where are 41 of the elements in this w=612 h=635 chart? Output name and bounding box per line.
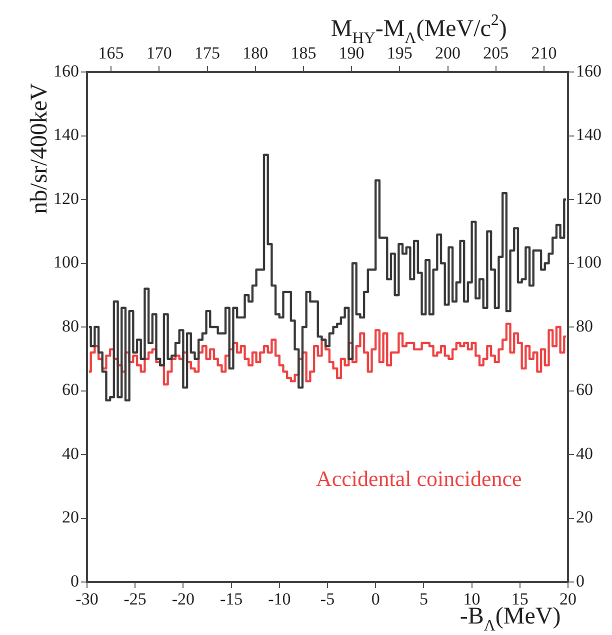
y2-tick-label: 80 xyxy=(576,316,593,336)
x2-tick-label: 190 xyxy=(338,43,364,62)
x-tick-label: 5 xyxy=(419,590,428,609)
x2-tick-label: 205 xyxy=(483,43,509,62)
y2-tick-label: 100 xyxy=(576,252,602,272)
y2-tick-label: 0 xyxy=(576,571,584,590)
x2-tick-label: 200 xyxy=(435,43,460,62)
x-tick-label: -30 xyxy=(76,590,98,609)
y-tick-label: 140 xyxy=(54,125,79,144)
x2-tick-label: 165 xyxy=(98,43,124,62)
y2-tick-label: 140 xyxy=(576,125,602,144)
x2-tick-label: 175 xyxy=(194,43,220,62)
y2-tick-label: 120 xyxy=(576,188,602,208)
y2-tick-label: 20 xyxy=(576,508,593,527)
y-tick-label: 20 xyxy=(62,508,79,527)
y2-tick-label: 160 xyxy=(576,61,602,80)
x2-tick-label: 195 xyxy=(386,43,412,62)
x-tick-label: 20 xyxy=(560,590,576,609)
y-tick-label: 80 xyxy=(62,316,79,336)
x2-tick-label: 170 xyxy=(146,43,172,62)
y-tick-label: 0 xyxy=(70,571,79,590)
x2-tick-label: 185 xyxy=(290,43,316,62)
x-tick-label: -10 xyxy=(268,590,291,609)
x-tick-label: 0 xyxy=(371,590,380,609)
y2-tick-label: 40 xyxy=(576,444,593,463)
x-tick-label: -5 xyxy=(320,590,335,609)
y-tick-label: 160 xyxy=(54,61,79,80)
y-tick-label: 40 xyxy=(62,444,79,463)
y-tick-label: 60 xyxy=(62,380,79,400)
y-tick-label: 100 xyxy=(54,252,79,272)
x-tick-label: -15 xyxy=(220,590,243,609)
y-tick-label: 120 xyxy=(54,188,79,208)
y-axis-title: nb/sr/400keV xyxy=(26,82,52,214)
x-tick-label: 15 xyxy=(511,590,528,609)
y2-tick-label: 60 xyxy=(576,380,593,400)
x-tick-label: -25 xyxy=(124,590,146,609)
text: Accidental coincidence xyxy=(316,466,522,492)
x-tick-label: 10 xyxy=(463,590,480,609)
x-tick-label: -20 xyxy=(172,590,195,609)
x2-tick-label: 180 xyxy=(242,43,268,62)
x2-tick-label: 210 xyxy=(531,43,557,62)
